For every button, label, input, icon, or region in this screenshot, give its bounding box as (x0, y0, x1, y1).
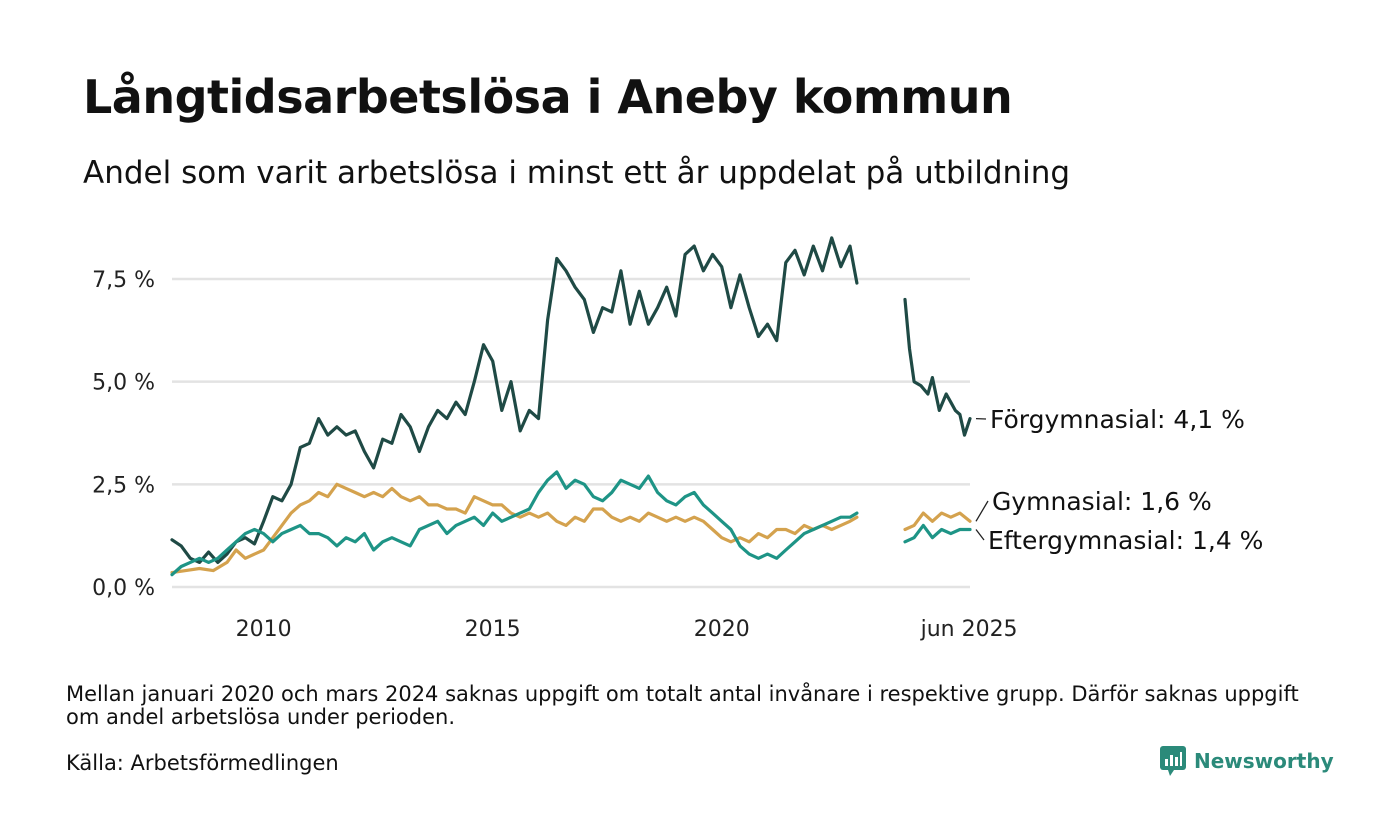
x-tick-label: 2015 (465, 617, 521, 642)
newsworthy-logo: Newsworthy (1160, 746, 1334, 776)
end-label-forgymnasial: Förgymnasial: 4,1 % (990, 405, 1245, 434)
leader-line-gymnasial (975, 500, 989, 522)
series-line-forgymnasial-0 (170, 236, 859, 564)
newsworthy-logo-text: Newsworthy (1194, 749, 1334, 773)
line-chart: 0,0 % 2,5 % 5,0 % 7,5 % 2010 2015 2020 jun 2025… (92, 236, 1263, 642)
y-tick-label: 0,0 % (92, 576, 155, 601)
series-line-forgymnasial-1 (903, 297, 972, 437)
x-tick-label: 2020 (694, 617, 750, 642)
x-tick-label: 2010 (236, 617, 292, 642)
newsworthy-logo-icon (1160, 746, 1186, 776)
y-tick-label: 5,0 % (92, 371, 155, 396)
end-label-gymnasial: Gymnasial: 1,6 % (992, 487, 1212, 516)
series-line-eftergymnasial-0 (170, 470, 859, 577)
source-note: Källa: Arbetsförmedlingen (66, 751, 339, 775)
footnote: Mellan januari 2020 och mars 2024 saknas… (66, 682, 1299, 729)
series-line-gymnasial-1 (903, 511, 972, 532)
x-tick-label: jun 2025 (920, 617, 1018, 642)
y-tick-label: 7,5 % (92, 268, 155, 293)
end-label-eftergymnasial: Eftergymnasial: 1,4 % (988, 526, 1263, 555)
series-line-eftergymnasial-1 (903, 523, 972, 544)
chart-subtitle: Andel som varit arbetslösa i minst ett å… (83, 155, 1071, 191)
leader-line-eftergymnasial (975, 529, 985, 541)
y-tick-label: 2,5 % (92, 473, 155, 498)
series-line-gymnasial-0 (170, 482, 859, 575)
chart-title: Långtidsarbetslösa i Aneby kommun (83, 70, 1013, 124)
